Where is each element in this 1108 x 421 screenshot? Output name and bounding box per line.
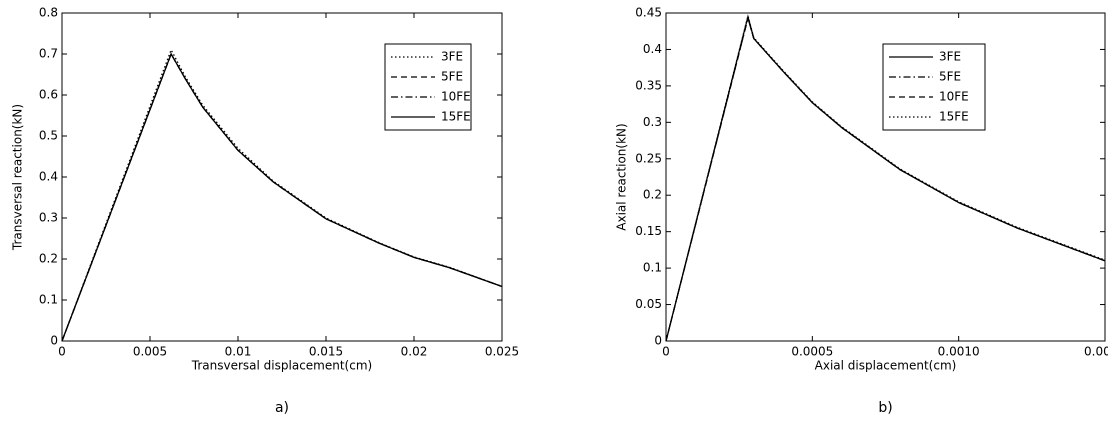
caption: b) [878, 400, 892, 416]
x-tick-label: 0.015 [309, 345, 343, 359]
y-tick-label: 0.2 [643, 188, 662, 202]
y-tick-label: 0.45 [635, 6, 662, 20]
y-tick-label: 0 [654, 334, 662, 348]
x-tick-label: 0.0015 [1084, 345, 1108, 359]
x-tick-label: 0.025 [485, 345, 519, 359]
x-tick-label: 0.02 [401, 345, 428, 359]
y-tick-label: 0.2 [39, 252, 58, 266]
y-tick-label: 0.4 [643, 42, 662, 56]
legend-label: 3FE [441, 50, 463, 64]
y-tick-label: 0.25 [635, 151, 662, 165]
y-tick-label: 0.35 [635, 78, 662, 92]
y-tick-label: 0.15 [635, 224, 662, 238]
y-tick-label: 0.7 [39, 47, 58, 61]
y-tick-label: 0.4 [39, 170, 58, 184]
y-tick-label: 0.6 [39, 88, 58, 102]
legend-label: 15FE [441, 110, 471, 124]
x-tick-label: 0 [662, 345, 670, 359]
y-tick-label: 0.1 [643, 261, 662, 275]
x-tick-label: 0.01 [225, 345, 252, 359]
y-tick-label: 0.05 [635, 297, 662, 311]
caption: a) [275, 400, 289, 416]
legend-label: 15FE [939, 110, 969, 124]
legend-box [384, 43, 472, 131]
x-tick-label: 0.0010 [938, 345, 980, 359]
y-tick-label: 0.8 [39, 6, 58, 20]
legend-label: 5FE [441, 70, 463, 84]
legend-label: 5FE [939, 70, 961, 84]
y-axis-label: Transversal reaction(kN) [11, 104, 25, 251]
y-tick-label: 0 [50, 334, 58, 348]
x-tick-label: 0.005 [133, 345, 167, 359]
y-axis-label: Axial reaction(kN) [615, 123, 629, 230]
legend-label: 3FE [939, 50, 961, 64]
series-line [61, 52, 503, 342]
legend-label: 10FE [939, 90, 969, 104]
plot-area [665, 12, 1106, 342]
y-tick-label: 0.3 [39, 211, 58, 225]
legend-box [882, 43, 986, 131]
y-tick-label: 0.5 [39, 129, 58, 143]
legend-label: 10FE [441, 90, 471, 104]
x-axis-label: Transversal displacement(cm) [191, 359, 372, 373]
y-tick-label: 0.3 [643, 115, 662, 129]
y-tick-label: 0.1 [39, 293, 58, 307]
x-tick-label: 0 [58, 345, 66, 359]
x-tick-label: 0.0005 [791, 345, 833, 359]
x-axis-label: Axial displacement(cm) [815, 359, 957, 373]
